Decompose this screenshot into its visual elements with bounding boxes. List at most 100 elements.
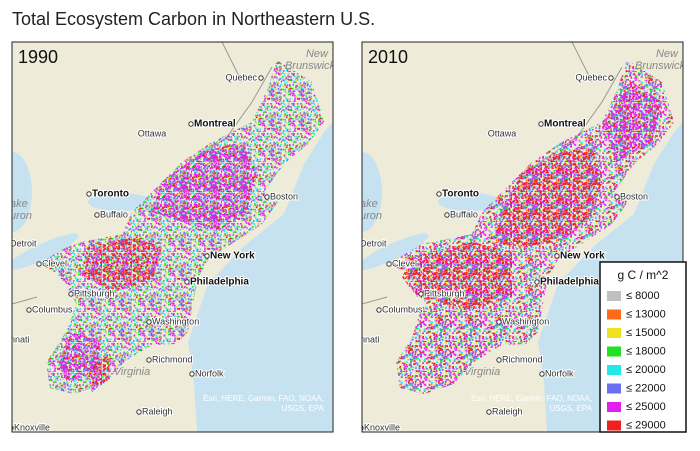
lake-huron [362, 152, 382, 232]
legend-title: g C / m^2 [618, 268, 669, 282]
attribution: Esri, HERE, Garmin, FAO, NOAA, [471, 394, 592, 403]
legend-label: ≤ 8000 [626, 290, 660, 302]
city-dot [386, 261, 392, 267]
city-dot [376, 307, 382, 313]
city-label: Toronto [92, 189, 129, 200]
legend-label: ≤ 18000 [626, 345, 666, 357]
city-label: Quebec [575, 72, 607, 82]
city-label: Clevel [42, 258, 67, 268]
carbon-cluster [402, 242, 512, 310]
region-label: New [656, 48, 679, 60]
region-label: uron [10, 210, 32, 222]
city-label: Pittsburgh [424, 288, 465, 298]
city-label: Philadelphia [190, 277, 249, 288]
panel-frame [361, 41, 684, 433]
city-label: Raleigh [492, 406, 523, 416]
city-dot [5, 242, 9, 246]
city-dot [608, 75, 614, 81]
panel-year: 1990 [18, 47, 58, 67]
legend-swatch [607, 402, 621, 412]
city-dot [12, 425, 14, 431]
city-label: Richmond [502, 354, 543, 364]
city-dot [94, 212, 100, 218]
city-label: Buffalo [100, 209, 128, 219]
city-label: Detroit [10, 238, 37, 248]
city-dot [496, 131, 502, 137]
legend-swatch [607, 346, 621, 357]
city-dot [184, 279, 190, 285]
city-dot [86, 191, 92, 197]
carbon-cluster [87, 352, 112, 392]
city-dot [436, 191, 442, 197]
carbon-region [38, 60, 324, 394]
city-dot [496, 357, 502, 363]
city-label: Buffalo [450, 209, 478, 219]
city-label: Richmond [152, 354, 193, 364]
legend-label: ≤ 25000 [626, 401, 666, 413]
city-dot [444, 212, 450, 218]
city-label: nnati [360, 334, 380, 344]
city-dot [146, 319, 152, 325]
city-label: Raleigh [142, 406, 173, 416]
ocean [188, 122, 333, 432]
city-dot [355, 242, 359, 246]
city-dot [362, 425, 364, 431]
city-dot [188, 121, 194, 127]
city-dot [146, 357, 152, 363]
city-label: Norfolk [195, 368, 224, 378]
legend-label: ≤ 22000 [626, 382, 666, 394]
city-dot [136, 409, 142, 415]
city-label: Toronto [442, 189, 479, 200]
city-label: Clevel [392, 258, 417, 268]
city-dot [5, 338, 9, 342]
legend-swatch [607, 383, 621, 394]
carbon-cluster [152, 142, 257, 232]
city-dot [614, 194, 620, 200]
region-label: uron [360, 210, 382, 222]
legend-swatch [607, 365, 621, 375]
attribution: Esri, HERE, Garmin, FAO, NOAA, [203, 394, 324, 403]
city-label: Knoxville [14, 422, 50, 432]
panel-frame [11, 41, 334, 433]
carbon-cluster [492, 147, 604, 247]
city-label: Pittsburgh [74, 288, 115, 298]
city-dot [26, 307, 32, 313]
city-label: Ottawa [138, 128, 167, 138]
lake-ontario [88, 193, 152, 211]
region-label: ake [360, 198, 378, 210]
city-label: Montreal [194, 119, 236, 130]
city-dot [496, 319, 502, 325]
region-label: Brunswick [635, 60, 686, 72]
city-dot [36, 261, 42, 267]
region-label: New [306, 48, 329, 60]
city-dot [68, 291, 74, 297]
city-label: Washington [152, 316, 199, 326]
legend-swatch [607, 328, 621, 338]
lake-erie [12, 233, 79, 271]
region-label: ake [10, 198, 28, 210]
city-dot [258, 75, 264, 81]
city-label: Washington [502, 316, 549, 326]
city-label: Detroit [360, 238, 387, 248]
title: Total Ecosystem Carbon in Northeastern U… [12, 9, 375, 29]
city-label: Philadelphia [540, 277, 599, 288]
city-label: New York [210, 251, 255, 262]
legend-swatch [607, 420, 621, 431]
city-label: Montreal [544, 119, 586, 130]
city-label: nnati [10, 334, 30, 344]
city-dot [204, 253, 210, 259]
region-label: Brunswick [285, 60, 336, 72]
region-label: Virginia [114, 366, 151, 378]
city-label: Columbus [382, 304, 423, 314]
legend-swatch [607, 309, 621, 320]
city-dot [189, 371, 195, 377]
city-label: Quebec [225, 72, 257, 82]
city-dot [539, 371, 545, 377]
lake-ontario [438, 193, 502, 211]
attribution: USGS, EPA [281, 404, 324, 413]
attribution: USGS, EPA [549, 404, 592, 413]
city-label: Boston [620, 191, 648, 201]
city-dot [534, 279, 540, 285]
city-label: Knoxville [364, 422, 400, 432]
